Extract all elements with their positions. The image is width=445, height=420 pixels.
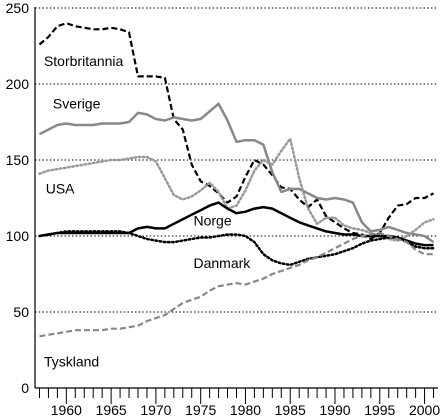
x-tick-label: 2000 <box>409 402 440 418</box>
y-tick-label: 250 <box>6 0 30 16</box>
series-line-norge <box>39 201 434 247</box>
y-tick-label: 50 <box>13 304 29 320</box>
x-tick-label: 1980 <box>230 402 261 418</box>
series-line-danmark <box>38 230 435 267</box>
series-label-sverige: Sverige <box>53 95 101 111</box>
x-tick-label: 1990 <box>319 402 350 418</box>
x-tick-label: 1985 <box>275 402 306 418</box>
x-tick-label: 1960 <box>51 402 82 418</box>
series-label-danmark: Danmark <box>194 255 252 271</box>
x-tick-label: 1995 <box>364 402 395 418</box>
series-line-storbritannia <box>38 22 435 241</box>
series-label-norge: Norge <box>194 212 232 228</box>
y-tick-label: 0 <box>21 380 29 396</box>
y-tick-label: 150 <box>6 152 30 168</box>
x-tick-label: 1965 <box>96 402 127 418</box>
series-line-sverige <box>38 102 435 244</box>
series-label-usa: USA <box>46 180 75 196</box>
series-label-storbritannia: Storbritannia <box>44 53 124 69</box>
x-tick-label: 1975 <box>185 402 216 418</box>
series-line-tyskland <box>39 231 434 338</box>
y-tick-label: 200 <box>6 76 30 92</box>
series-label-tyskland: Tyskland <box>44 354 99 370</box>
series-line-usa <box>38 137 435 242</box>
y-tick-label: 100 <box>6 228 30 244</box>
x-tick-label: 1970 <box>140 402 171 418</box>
